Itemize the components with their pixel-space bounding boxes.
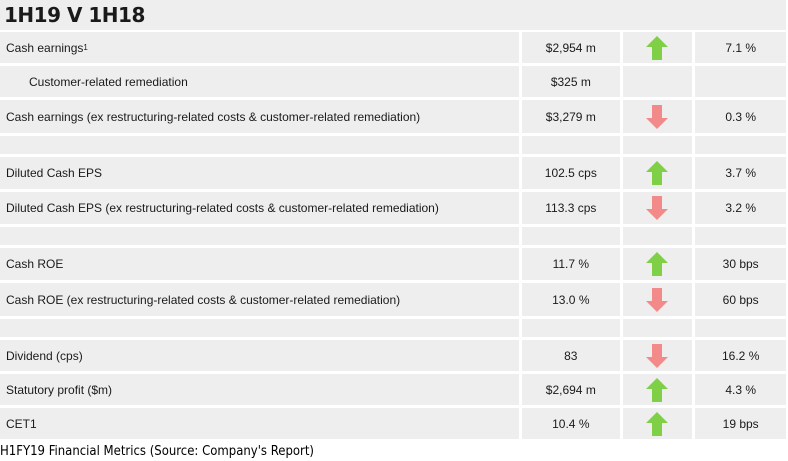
- spacer-cell: [0, 227, 519, 245]
- metric-value: 13.0 %: [522, 283, 620, 316]
- metric-value: 11.7 %: [522, 248, 620, 280]
- table-row: Cash earnings 1 $2,954 m 7.1 %: [0, 32, 786, 63]
- metric-change: 60 bps: [695, 283, 786, 316]
- table-row: Customer-related remediation $325 m: [0, 66, 786, 97]
- table-row: Statutory profit ($m) $2,694 m 4.3 %: [0, 374, 786, 405]
- metric-label: Dividend (cps): [0, 340, 519, 371]
- metric-label: Diluted Cash EPS (ex restructuring-relat…: [0, 192, 519, 224]
- metric-value: 83: [522, 340, 620, 371]
- arrow-up-icon: [646, 411, 669, 436]
- trend-arrow-cell: [622, 283, 693, 316]
- trend-arrow-cell: [622, 340, 693, 371]
- arrow-down-icon: [646, 104, 669, 129]
- trend-arrow-cell: [622, 408, 693, 439]
- spacer-cell: [522, 136, 620, 154]
- metric-label: Diluted Cash EPS: [0, 157, 519, 189]
- spacer-cell: [695, 136, 786, 154]
- arrow-up-icon: [646, 35, 669, 60]
- arrow-up-icon: [646, 377, 669, 402]
- arrow-down-icon: [646, 287, 669, 312]
- metric-label: Statutory profit ($m): [0, 374, 519, 405]
- metric-label-text: Cash earnings (ex restructuring-related …: [6, 109, 421, 124]
- metric-value: 10.4 %: [522, 408, 620, 439]
- metric-change: 3.2 %: [695, 192, 786, 224]
- metric-label-text: Dividend (cps): [6, 348, 83, 363]
- trend-arrow-cell: [622, 32, 693, 63]
- metric-label: Cash earnings 1: [0, 32, 519, 63]
- metric-label-text: Statutory profit ($m): [6, 382, 113, 397]
- table-row: Cash ROE 11.7 % 30 bps: [0, 248, 786, 280]
- arrow-down-icon: [646, 196, 669, 220]
- metric-label: Cash earnings (ex restructuring-related …: [0, 100, 519, 133]
- metric-change: 7.1 %: [695, 32, 786, 63]
- metric-label-text: Cash ROE: [6, 257, 64, 271]
- spacer-cell: [622, 319, 693, 337]
- spacer-row: [0, 227, 786, 245]
- metric-value: $3,279 m: [522, 100, 620, 133]
- table-row: Cash ROE (ex restructuring-related costs…: [0, 283, 786, 316]
- spacer-row: [0, 136, 786, 154]
- arrow-down-icon: [646, 343, 669, 368]
- figure-caption: H1FY19 Financial Metrics (Source: Compan…: [0, 444, 314, 459]
- metric-value: 113.3 cps: [522, 192, 620, 224]
- metric-value: $325 m: [522, 66, 620, 97]
- spacer-cell: [522, 227, 620, 245]
- metric-label-text: Cash earnings: [6, 40, 84, 55]
- spacer-cell: [695, 319, 786, 337]
- metric-label-text: CET1: [6, 416, 37, 431]
- metric-value: $2,954 m: [522, 32, 620, 63]
- spacer-cell: [695, 227, 786, 245]
- trend-arrow-cell: [622, 157, 693, 189]
- spacer-cell: [622, 227, 693, 245]
- trend-arrow-cell: [622, 248, 693, 280]
- metric-change: 16.2 %: [695, 340, 786, 371]
- trend-arrow-cell: [622, 374, 693, 405]
- metric-label-text: Diluted Cash EPS (ex restructuring-relat…: [6, 201, 439, 215]
- arrow-up-icon: [646, 252, 669, 276]
- spacer-cell: [0, 319, 519, 337]
- metric-change: 0.3 %: [695, 100, 786, 133]
- metric-label: Cash ROE (ex restructuring-related costs…: [0, 283, 519, 316]
- metric-label: Customer-related remediation: [0, 66, 520, 97]
- trend-arrow-cell: [622, 100, 693, 133]
- metric-value: $2,694 m: [522, 374, 620, 405]
- metric-change: 3.7 %: [695, 157, 786, 189]
- spacer-cell: [622, 136, 693, 154]
- table-row: Cash earnings (ex restructuring-related …: [0, 100, 786, 133]
- metric-label-text: Customer-related remediation: [29, 74, 188, 89]
- spacer-cell: [522, 319, 620, 337]
- metric-change: [695, 66, 786, 97]
- metric-label-text: Cash ROE (ex restructuring-related costs…: [6, 292, 401, 307]
- trend-arrow-cell: [622, 192, 693, 224]
- metrics-table: Cash earnings 1 $2,954 m 7.1 % Customer-rela…: [0, 32, 786, 442]
- metric-change: 4.3 %: [695, 374, 786, 405]
- metric-value: 102.5 cps: [522, 157, 620, 189]
- table-row: Dividend (cps) 83 16.2 %: [0, 340, 786, 371]
- trend-arrow-cell: [622, 66, 693, 97]
- table-title: 1H19 V 1H18: [0, 0, 786, 30]
- metric-label-text: Diluted Cash EPS: [6, 166, 103, 180]
- table-row: Diluted Cash EPS 102.5 cps 3.7 %: [0, 157, 786, 189]
- metric-change: 30 bps: [695, 248, 786, 280]
- arrow-up-icon: [646, 161, 669, 185]
- metric-change: 19 bps: [695, 408, 786, 439]
- table-row: Diluted Cash EPS (ex restructuring-relat…: [0, 192, 786, 224]
- spacer-cell: [0, 136, 519, 154]
- metric-label: Cash ROE: [0, 248, 519, 280]
- metric-label: CET1: [0, 408, 519, 439]
- table-row: CET1 10.4 % 19 bps: [0, 408, 786, 439]
- spacer-row: [0, 319, 786, 337]
